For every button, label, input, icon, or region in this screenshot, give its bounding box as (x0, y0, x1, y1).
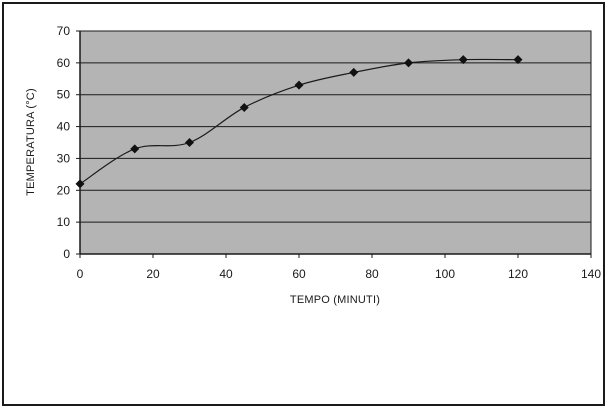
y-axis-title: TEMPERATURA (°C) (25, 88, 37, 196)
x-tick-label-140: 140 (581, 267, 601, 281)
x-tick-label-80: 80 (365, 267, 379, 281)
y-tick-label-60: 60 (57, 56, 71, 70)
data-point-15 (130, 144, 140, 154)
data-point-75 (349, 67, 359, 77)
gridlines (80, 30, 591, 223)
y-tick-label-20: 20 (57, 183, 71, 197)
data-point-45 (239, 102, 249, 112)
x-axis-title: TEMPO (MINUTI) (290, 294, 380, 306)
data-point-120 (513, 55, 523, 65)
x-tick-labels: 0 20 40 60 80 100 120 140 (77, 267, 602, 281)
y-tick-label-10: 10 (57, 215, 71, 229)
data-point-30 (185, 138, 194, 147)
x-tick-label-100: 100 (435, 267, 455, 281)
y-tick-label-0: 0 (63, 247, 70, 261)
plot-area (79, 30, 592, 255)
x-tick-label-40: 40 (219, 267, 233, 281)
y-tick-label-70: 70 (57, 24, 71, 38)
data-point-105 (458, 55, 468, 65)
y-tick-labels: 0 10 20 30 40 50 60 70 (57, 24, 71, 261)
x-tick-label-120: 120 (508, 267, 528, 281)
y-tick-label-50: 50 (57, 88, 71, 102)
data-point-90 (404, 58, 413, 68)
y-tick-label-30: 30 (57, 151, 71, 165)
data-point-60 (294, 80, 304, 90)
y-tick-label-40: 40 (57, 120, 71, 134)
x-tick-label-0: 0 (77, 267, 84, 281)
data-point-0 (75, 179, 85, 189)
x-tick-label-20: 20 (146, 267, 160, 281)
axes (76, 30, 592, 258)
series-temperature (75, 55, 523, 189)
x-tick-label-60: 60 (292, 267, 306, 281)
